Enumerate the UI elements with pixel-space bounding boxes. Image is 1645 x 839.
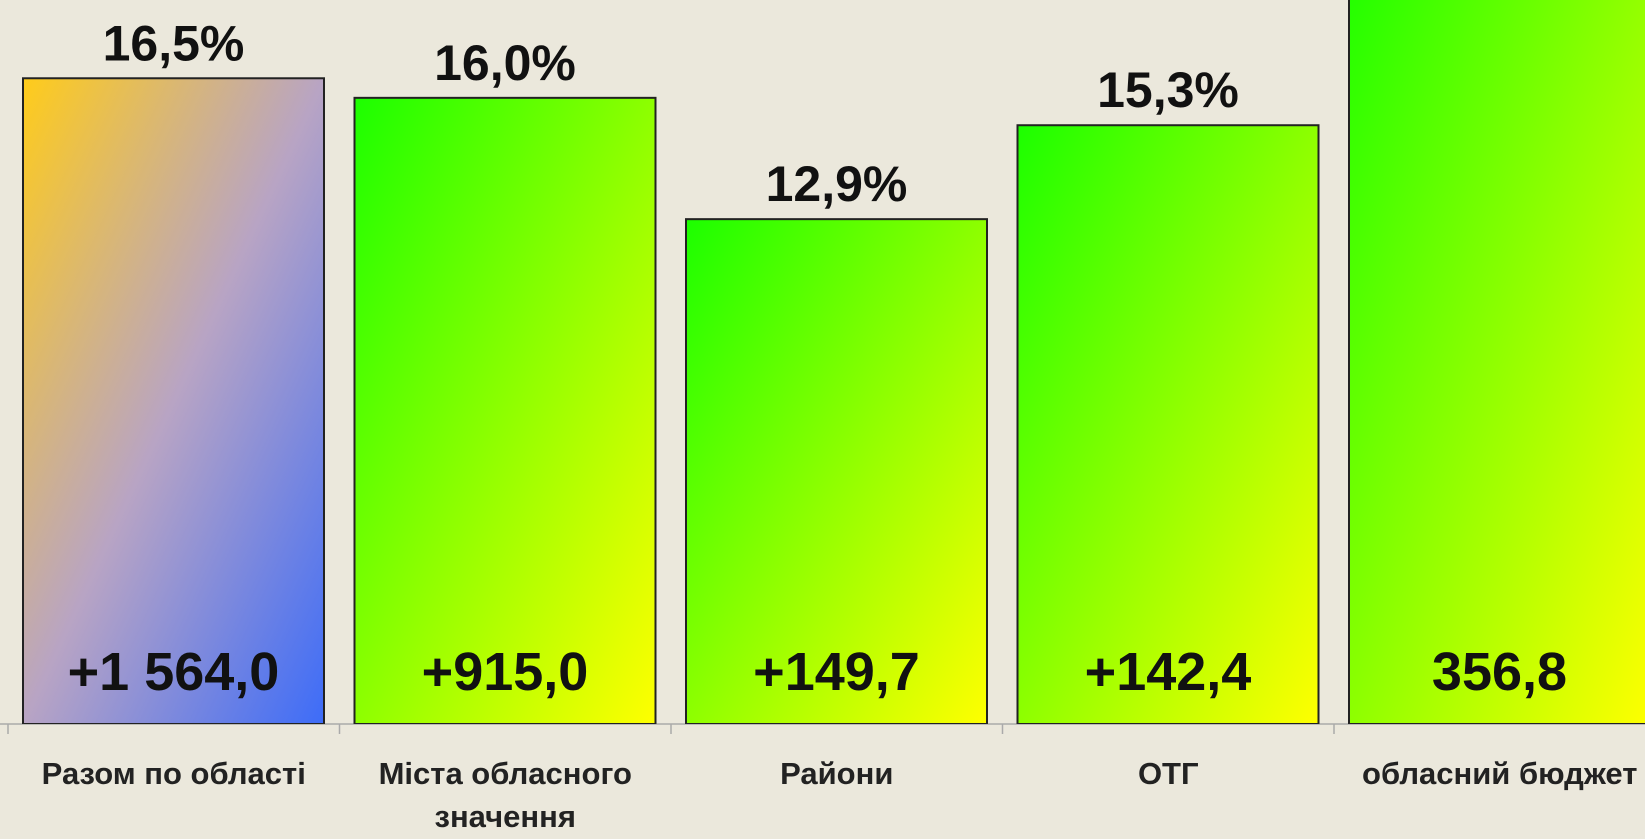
bar-label: +1 564,0 xyxy=(68,642,280,702)
value-label: 12,9% xyxy=(766,156,908,212)
bar xyxy=(685,218,988,724)
bar xyxy=(353,96,657,724)
value-label: 16,0% xyxy=(434,35,576,91)
bar-label: +142,4 xyxy=(1085,642,1252,702)
x-tick-label: Міста обласного значення xyxy=(378,756,632,834)
bar-label: +915,0 xyxy=(422,642,589,702)
bar xyxy=(1348,0,1645,724)
value-label: 16,5% xyxy=(103,15,245,71)
value-label: 15,3% xyxy=(1097,62,1239,118)
bar-label: +149,7 xyxy=(753,642,920,702)
bar xyxy=(22,77,325,724)
x-tick-label: обласний бюджет xyxy=(1362,756,1638,791)
x-tick-label: ОТГ xyxy=(1137,756,1199,791)
bar xyxy=(1016,124,1320,724)
x-tick-label: Райони xyxy=(780,756,894,791)
x-tick-label: Разом по області xyxy=(41,756,306,791)
bar-label: 356,8 xyxy=(1432,642,1567,702)
